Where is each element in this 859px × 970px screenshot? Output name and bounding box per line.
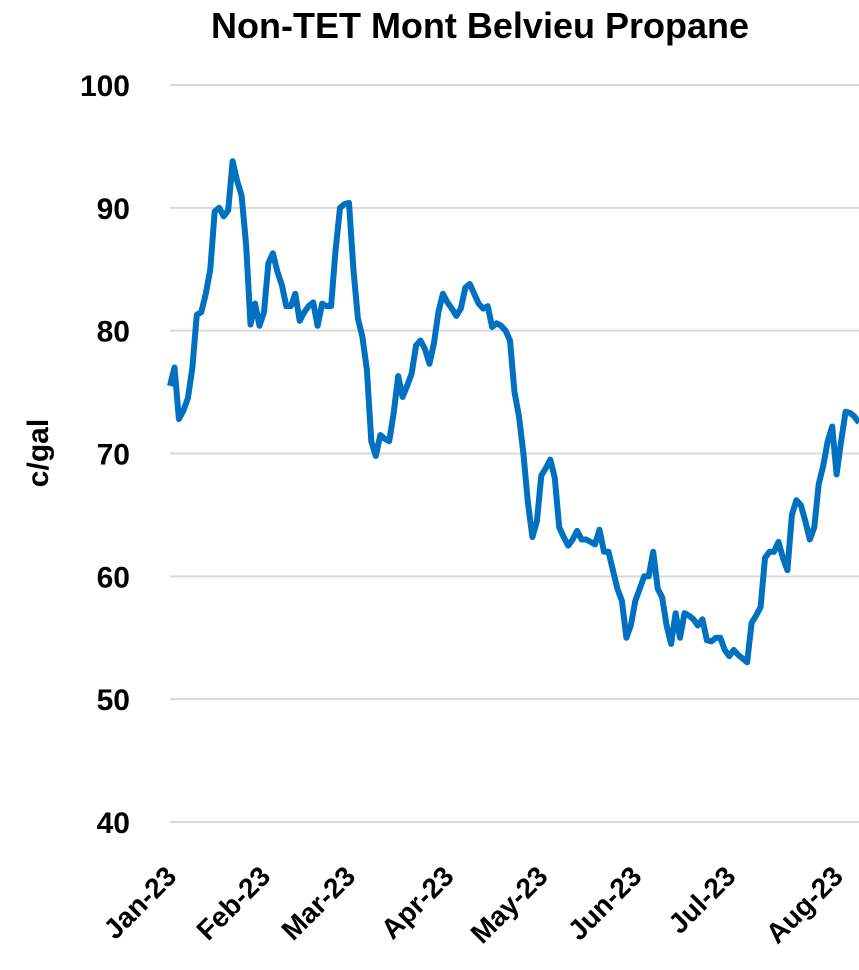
x-tick-label: Apr-23 xyxy=(375,860,460,945)
x-tick-label: Jun-23 xyxy=(562,860,648,946)
y-tick-label: 100 xyxy=(80,70,130,103)
x-tick-label: Aug-23 xyxy=(760,860,849,949)
y-tick-label: 70 xyxy=(97,439,130,472)
y-tick-label: 40 xyxy=(97,807,130,840)
y-tick-label: 60 xyxy=(97,561,130,594)
y-axis-label: c/gal xyxy=(22,419,55,487)
y-tick-label: 50 xyxy=(97,684,130,717)
x-tick-label: Jul-23 xyxy=(662,860,741,939)
y-tick-label: 90 xyxy=(97,193,130,226)
line-series xyxy=(167,158,859,666)
x-tick-label: May-23 xyxy=(465,860,554,949)
x-tick-label: Jan-23 xyxy=(98,860,183,945)
chart-title: Non-TET Mont Belvieu Propane xyxy=(211,5,749,46)
x-tick-label: Mar-23 xyxy=(275,860,361,946)
y-tick-label: 80 xyxy=(97,316,130,349)
x-tick-label: Feb-23 xyxy=(190,860,276,946)
